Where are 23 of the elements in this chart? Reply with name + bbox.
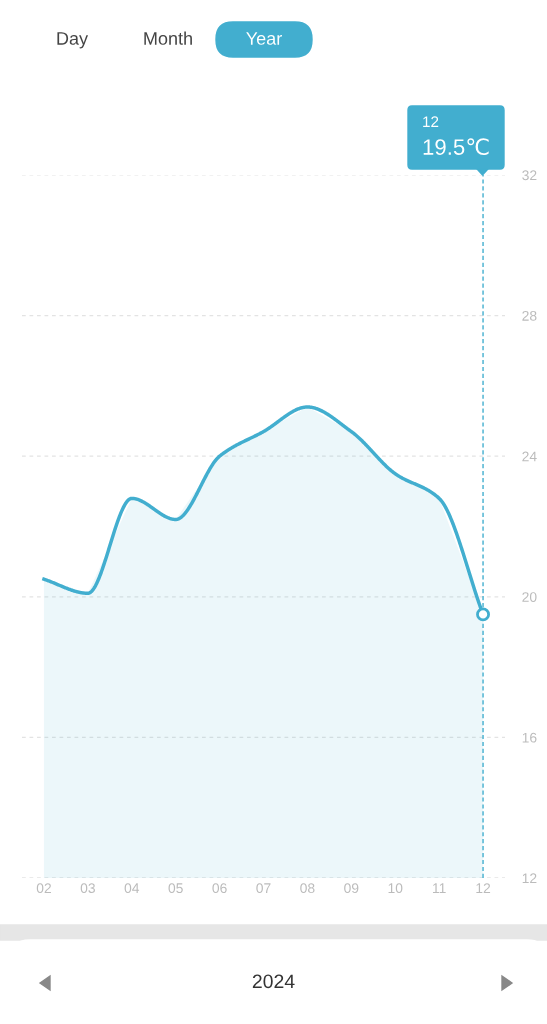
text: 2024 <box>252 974 295 989</box>
y-tick-label: 12 <box>522 873 537 884</box>
x-tick-label: 07 <box>256 883 271 894</box>
y-tick-label: 32 <box>522 170 537 181</box>
x-tick-label: 04 <box>124 883 140 894</box>
text: Day <box>57 32 89 49</box>
y-tick-label: 24 <box>522 451 537 462</box>
x-tick-label: 03 <box>80 883 95 894</box>
x-tick-label: 08 <box>300 883 315 894</box>
x-tick-label: 02 <box>36 883 51 894</box>
x-tick-label: 09 <box>344 883 359 894</box>
text: Month <box>144 31 192 45</box>
x-tick-label: 06 <box>212 883 227 894</box>
y-tick-label: 28 <box>522 310 537 321</box>
y-tick-label: 16 <box>522 732 537 743</box>
x-tick-label: 10 <box>388 883 403 894</box>
text: 12 <box>423 116 439 127</box>
x-tick-label: 05 <box>168 883 183 894</box>
x-tick-label: 11 <box>432 883 446 893</box>
x-tick-label: 12 <box>476 883 491 893</box>
text: 19.5℃ <box>423 138 489 156</box>
y-tick-label: 20 <box>522 592 537 602</box>
text: Year <box>246 32 282 45</box>
